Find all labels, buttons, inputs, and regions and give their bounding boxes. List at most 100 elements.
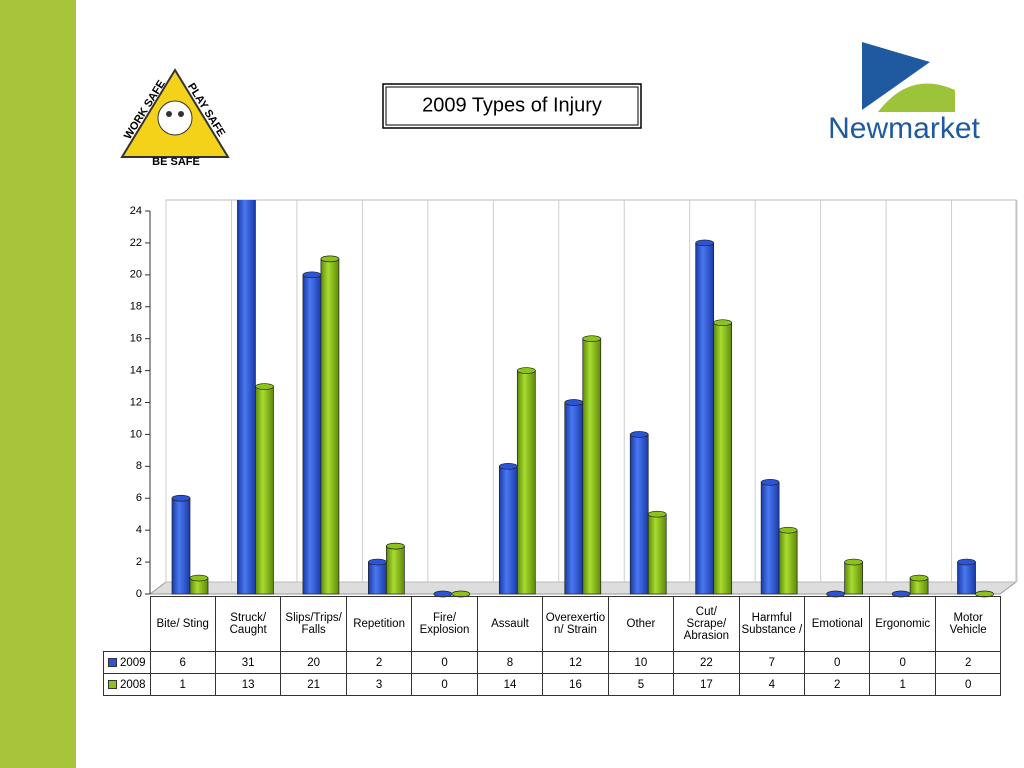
x-tick-label: Assault (476, 596, 544, 652)
bar-cap (237, 96, 255, 102)
table-value: 6 (149, 651, 216, 674)
y-tick-label: 24 (130, 205, 142, 217)
y-tick-label: 6 (136, 492, 142, 504)
bar (516, 370, 536, 595)
bar-cap (957, 558, 976, 566)
x-tick-label: Fire/ Explosion (411, 596, 478, 652)
brand-name: Newmarket (828, 112, 980, 145)
bar (564, 402, 584, 595)
y-tick-label: 4 (136, 524, 142, 536)
logo-text: BE SAFE (152, 156, 200, 168)
x-tick-label: Overexertion/ Strain (542, 596, 609, 652)
title-box-inner (385, 86, 639, 126)
table-value: 13 (214, 673, 282, 696)
table-value: 14 (476, 673, 544, 696)
bar (778, 529, 798, 595)
y-tick-label: 20 (130, 269, 142, 281)
bar-cap (368, 558, 387, 566)
bar (368, 561, 387, 595)
title-box (382, 83, 642, 129)
legend-swatch (107, 657, 117, 667)
table-row: 2008 1 13 21 3 0 14 16 5 17 4 2 1 0 (103, 673, 1002, 696)
y-tick-label: 18 (130, 301, 142, 313)
table-value: 4 (738, 673, 806, 696)
x-tick-label: Slips/Trips/ Falls (280, 596, 347, 652)
chart-title: 2009 Types of Injury (422, 94, 602, 116)
table-value: 16 (542, 673, 609, 696)
bar (844, 561, 863, 595)
bar (957, 561, 976, 595)
x-tick-label: Struck/ Caught (214, 596, 282, 652)
bar-cap (516, 367, 536, 374)
bar-cap (582, 335, 602, 343)
bar (582, 338, 602, 595)
x-tick-label: Ergonomic (869, 596, 936, 652)
table-value: 1 (869, 673, 936, 696)
bar (255, 386, 274, 595)
y-tick-label: 12 (130, 396, 142, 408)
x-tick-label: Emotional (804, 596, 871, 652)
bar (237, 200, 256, 595)
y-tick-label: 22 (130, 237, 142, 249)
bar-cap (647, 510, 667, 518)
side-stripe (0, 0, 76, 768)
y-tick-label: 16 (130, 333, 142, 345)
x-tick-label: Motor Vehicle (934, 596, 1002, 652)
y-tick-label: 0 (136, 588, 142, 600)
legend-swatch (107, 679, 117, 689)
bar (629, 434, 649, 595)
table-value: 1 (149, 673, 216, 696)
table-value: 2 (345, 651, 413, 674)
bar-cap (320, 255, 340, 263)
corner-cell (103, 596, 151, 652)
table-value: 0 (411, 673, 478, 696)
bar-cap (760, 478, 780, 486)
bar-cap (713, 319, 733, 327)
bar-cap (302, 271, 322, 279)
legend-cell: 2008 (103, 673, 151, 696)
bar (171, 497, 191, 595)
bar-cap (778, 526, 798, 534)
brand-logo: Newmarket (828, 42, 981, 145)
bars (171, 96, 994, 598)
table-value: 8 (476, 651, 544, 674)
table-value: 3 (345, 673, 413, 696)
table-value: 0 (869, 651, 936, 674)
table-value: 5 (607, 673, 675, 696)
table-value: 12 (542, 651, 609, 674)
table-value: 17 (673, 673, 740, 696)
bar-cap (695, 239, 715, 247)
bar-cap (909, 574, 929, 582)
bar-cap (498, 462, 518, 470)
bar-cap (189, 574, 209, 582)
safety-logo: WORK SAFE PLAY SAFE BE SAFE (120, 68, 230, 168)
bar (695, 242, 715, 595)
table-value: 2 (804, 673, 871, 696)
bar (647, 513, 667, 595)
bar (498, 465, 518, 595)
x-tick-label: Cut/ Scrape/ Abrasion (673, 596, 740, 652)
table-value: 0 (804, 651, 871, 674)
bar-cap (844, 558, 863, 566)
y-tick-label: 10 (130, 428, 142, 440)
table-value: 20 (280, 651, 347, 674)
table-value: 0 (411, 651, 478, 674)
bar (320, 258, 340, 595)
table-value: 2 (934, 651, 1002, 674)
bar-cap (564, 399, 584, 406)
legend-cell: 2009 (103, 651, 151, 674)
bar-cap (255, 383, 274, 390)
bar (760, 481, 780, 595)
y-tick-label: 8 (136, 460, 142, 472)
table-row: 2009 6 31 20 2 0 8 12 10 22 7 0 0 2 (103, 651, 1002, 674)
x-tick-label: Harmful Substance / (738, 596, 806, 652)
bar-cap (171, 494, 191, 502)
x-tick-label: Other (607, 596, 675, 652)
bar (713, 322, 733, 595)
x-tick-label: Bite/ Sting (149, 596, 216, 652)
bar (302, 274, 322, 595)
table-value: 7 (738, 651, 806, 674)
legend-label: 2009 (119, 656, 146, 669)
data-table: Bite/ Sting Struck/ Caught Slips/Trips/ Fa… (103, 596, 1002, 696)
